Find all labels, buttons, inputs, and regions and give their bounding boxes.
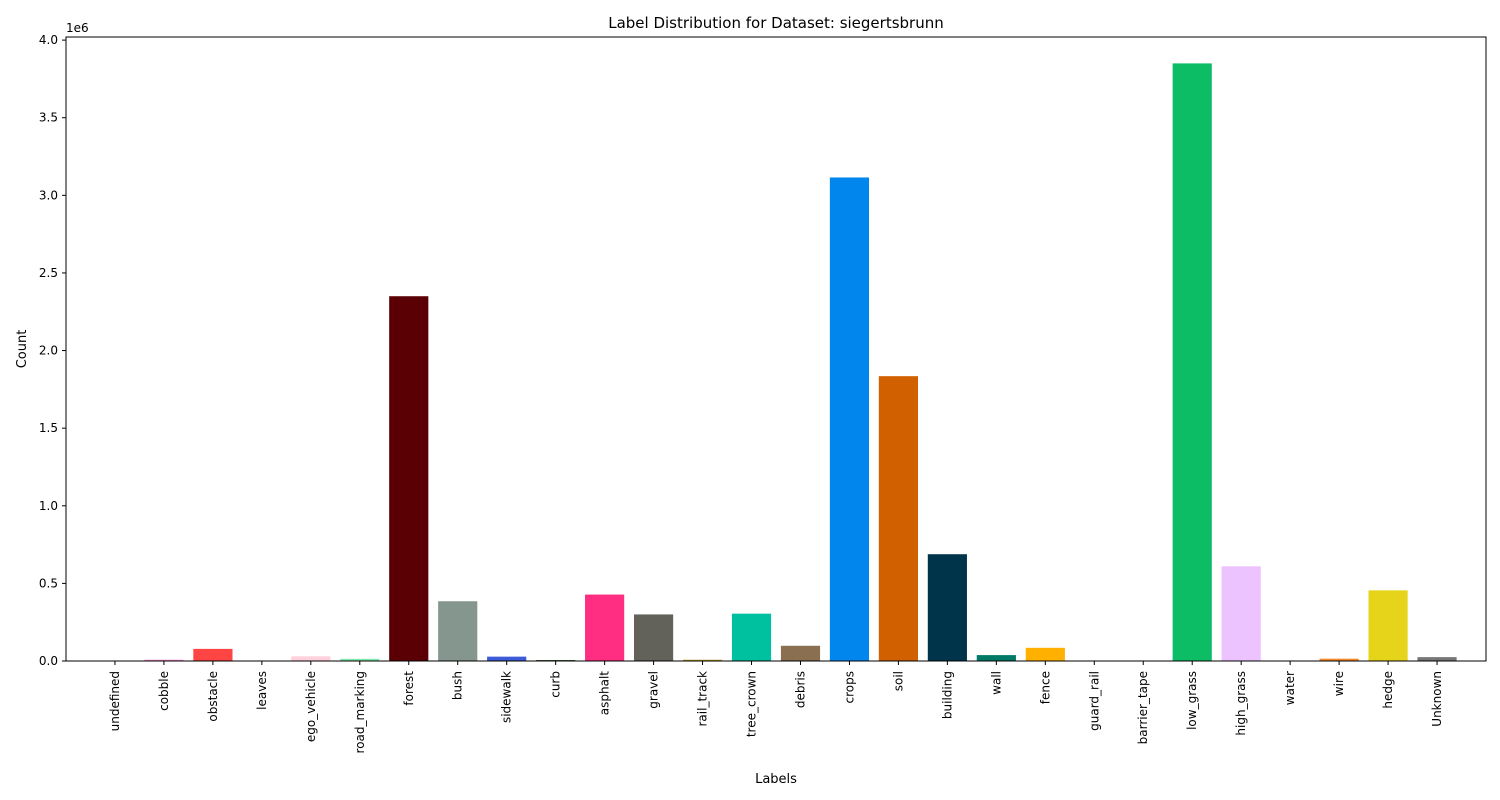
bar-asphalt (585, 594, 625, 661)
bar-soil (878, 376, 918, 661)
y-tick-label: 0.0 (39, 654, 58, 668)
y-tick-label: 2.0 (39, 344, 58, 358)
x-tick-label: debris (793, 671, 807, 708)
bar-obstacle (193, 648, 233, 661)
bar-crops (829, 177, 870, 662)
x-tick-label: high_grass (1234, 671, 1248, 736)
chart-title: Label Distribution for Dataset: siegerts… (608, 14, 944, 32)
bar-hedge (1368, 590, 1408, 661)
bar-road-marking (340, 658, 380, 661)
bar-debris (780, 645, 821, 661)
bar-gravel (634, 614, 674, 661)
y-tick-label: 4.0 (39, 33, 58, 47)
y-tick-label: 2.5 (39, 266, 58, 280)
x-tick-label: building (940, 671, 954, 719)
bar-high-grass (1221, 566, 1261, 661)
bar-building (927, 554, 967, 661)
bar-low-grass (1172, 63, 1212, 661)
x-tick-label: wall (989, 671, 1003, 695)
x-tick-label: low_grass (1185, 671, 1199, 730)
x-tick-label: rail_track (696, 671, 710, 727)
bar-cobble (144, 659, 184, 661)
y-tick-label: 3.0 (39, 188, 58, 202)
x-tick-label: fence (1038, 671, 1052, 704)
bar-rail-track (682, 659, 723, 661)
bar-ego-vehicle (291, 656, 331, 661)
x-tick-label: undefined (108, 671, 122, 731)
bars-group (144, 63, 1457, 662)
y-tick-label: 0.5 (39, 576, 58, 590)
x-tick-label: guard_rail (1087, 671, 1101, 731)
x-tick-label: barrier_tape (1136, 671, 1150, 744)
y-tick-label: 3.5 (39, 111, 58, 125)
x-tick-label: asphalt (598, 671, 612, 716)
y-tick-label: 1.5 (39, 421, 58, 435)
x-tick-label: obstacle (206, 671, 220, 722)
x-tick-label: forest (402, 671, 416, 706)
x-tick-label: gravel (647, 671, 661, 709)
x-tick-label: ego_vehicle (304, 671, 318, 742)
plot-frame (65, 36, 1487, 662)
x-tick-label: road_marking (353, 671, 367, 753)
bar-fence (1025, 647, 1065, 661)
bar-wire (1319, 658, 1359, 661)
y-tick-label: 1.0 (39, 499, 58, 513)
bar-wall (976, 655, 1016, 661)
x-tick-label: sidewalk (500, 671, 514, 723)
x-tick-label: tree_crown (745, 671, 759, 737)
bar-sidewalk (487, 656, 527, 661)
x-tick-label: Unknown (1430, 671, 1444, 727)
x-tick-label: hedge (1381, 671, 1395, 709)
x-tick-label: crops (842, 671, 856, 703)
y-axis-ticks: 0.0 0.5 1.0 1.5 2.0 2.5 3.0 3.5 4.0 (39, 33, 66, 668)
x-tick-label: wire (1332, 671, 1346, 696)
x-tick-label: soil (891, 671, 905, 691)
y-axis-label: Count (15, 330, 30, 369)
bar-forest (389, 296, 429, 661)
x-tick-label: cobble (157, 671, 171, 711)
x-tick-label: leaves (255, 671, 269, 710)
bar-bush (438, 601, 478, 661)
x-tick-label: curb (549, 671, 563, 698)
x-tick-label: water (1283, 671, 1297, 705)
x-axis-label: Labels (755, 772, 797, 787)
bar-tree-crown (731, 613, 772, 661)
bar-unknown (1417, 657, 1457, 661)
x-tick-label: bush (451, 671, 465, 700)
y-axis-multiplier-label: 1e6 (66, 21, 89, 35)
x-axis-ticks: undefined cobble obstacle leaves ego_vehicle… (108, 661, 1444, 753)
